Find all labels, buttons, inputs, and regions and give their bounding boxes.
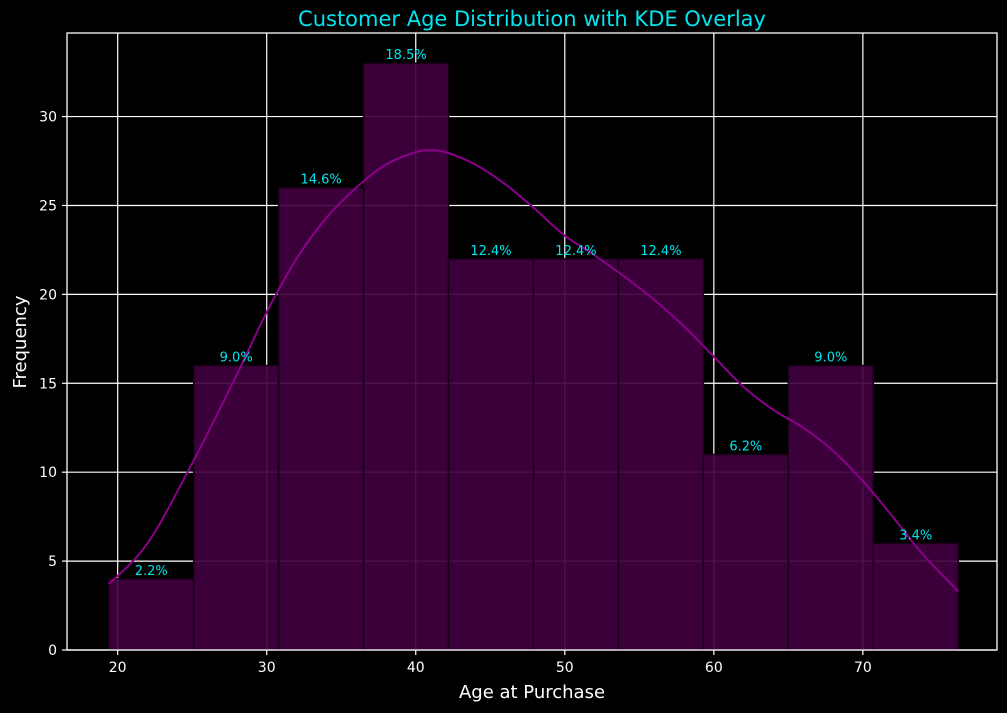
bar-label: 12.4% xyxy=(470,244,511,259)
histogram-bar xyxy=(617,258,705,651)
x-axis-label: Age at Purchase xyxy=(459,682,605,703)
y-tick-label: 15 xyxy=(39,376,57,392)
bar-label: 3.4% xyxy=(899,528,932,543)
bar-label: 6.2% xyxy=(729,439,762,454)
bar-label: 14.6% xyxy=(300,173,341,188)
y-tick-label: 5 xyxy=(48,554,57,570)
y-tick-label: 30 xyxy=(39,110,57,126)
bar-label: 9.0% xyxy=(220,351,253,366)
bar-label: 2.2% xyxy=(135,564,168,579)
axes xyxy=(62,32,998,655)
kde-overlay xyxy=(108,149,959,593)
chart-title: Customer Age Distribution with KDE Overl… xyxy=(298,7,766,31)
bar-label: 9.0% xyxy=(814,351,847,366)
x-tick-label: 60 xyxy=(705,660,723,676)
bar-label: 12.4% xyxy=(640,244,681,259)
y-tick-label: 25 xyxy=(39,198,57,214)
histogram-bar xyxy=(532,258,620,651)
tick-labels: 20 30 40 50 60 70 0 5 10 15 20 25 30 xyxy=(39,110,872,676)
histogram-bar xyxy=(277,186,365,651)
histogram-bar xyxy=(192,364,280,651)
histogram-bar xyxy=(787,364,875,651)
histogram-bar xyxy=(107,578,195,651)
x-tick-label: 70 xyxy=(854,660,872,676)
y-tick-label: 0 xyxy=(48,643,57,659)
bar-label: 12.4% xyxy=(555,244,596,259)
histogram-bar xyxy=(702,453,790,651)
plot-frame xyxy=(66,32,998,651)
histogram-bar xyxy=(872,542,960,651)
x-tick-label: 30 xyxy=(258,660,276,676)
x-tick-label: 50 xyxy=(556,660,574,676)
y-tick-label: 10 xyxy=(39,465,57,481)
x-tick-label: 20 xyxy=(109,660,127,676)
histogram-bar xyxy=(447,258,535,651)
bar-percentage-labels: 2.2% 9.0% 14.6% 18.5% 12.4% 12.4% 12.4% 6.2% 9.0… xyxy=(135,48,933,579)
y-tick-label: 20 xyxy=(39,287,57,303)
x-tick-label: 40 xyxy=(407,660,425,676)
kde-line xyxy=(108,149,959,593)
bar-label: 18.5% xyxy=(385,48,426,63)
y-axis-label: Frequency xyxy=(10,295,31,388)
